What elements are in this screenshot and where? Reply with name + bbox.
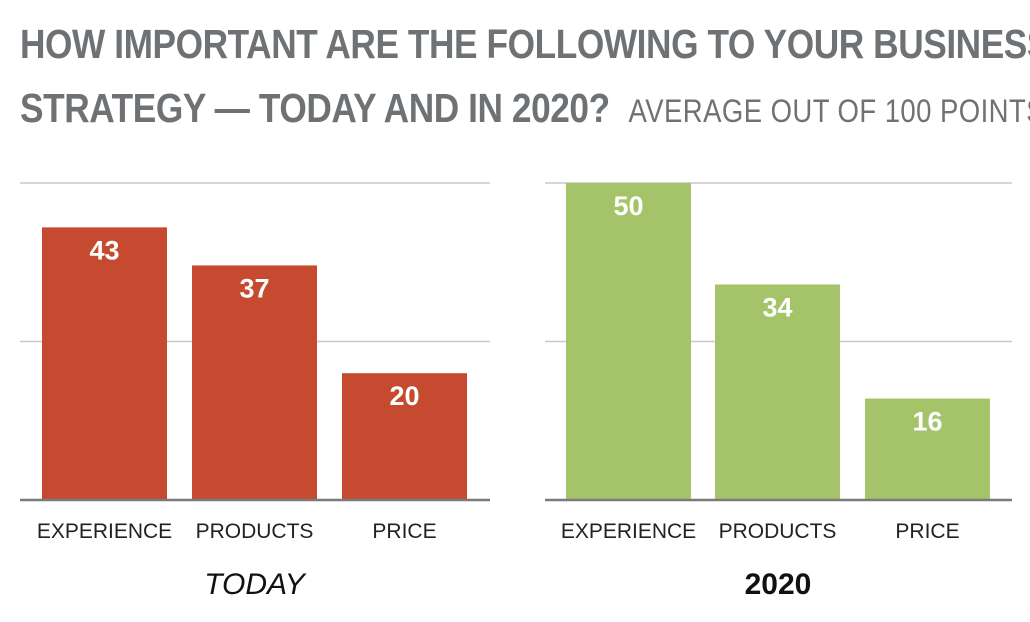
data-label: 34 (762, 292, 792, 322)
category-label: PRICE (372, 520, 436, 543)
panel-label: TODAY (204, 568, 307, 601)
category-label: PRODUCTS (196, 520, 314, 543)
data-label: 37 (239, 273, 269, 303)
bar-experience (42, 227, 167, 500)
bar-price (865, 398, 990, 500)
data-label: 43 (89, 235, 119, 265)
title-line-2: STRATEGY — TODAY AND IN 2020? AVERAGE OU… (20, 76, 1030, 143)
data-label: 20 (389, 381, 419, 411)
category-label: PRODUCTS (719, 520, 837, 543)
chart-title: HOW IMPORTANT ARE THE FOLLOWING TO YOUR … (20, 12, 1030, 143)
bar-price (342, 373, 467, 500)
title-line-2-text: STRATEGY — TODAY AND IN 2020? (20, 85, 610, 131)
bar-products (192, 265, 317, 500)
category-label: EXPERIENCE (37, 520, 172, 543)
chart-subtitle: AVERAGE OUT OF 100 POINTS (628, 93, 1030, 129)
panel-label: 2020 (745, 568, 812, 601)
category-label: EXPERIENCE (561, 520, 696, 543)
chart-panel-0: 43 EXPERIENCE 37 PRODUCTS 20 PRICE TODAY (20, 182, 490, 601)
bar-experience (566, 183, 691, 500)
category-label: PRICE (895, 520, 959, 543)
bar-products (715, 284, 840, 500)
title-line-1: HOW IMPORTANT ARE THE FOLLOWING TO YOUR … (20, 21, 1030, 67)
data-label: 16 (912, 407, 942, 437)
data-label: 50 (613, 191, 643, 221)
chart-panel-1: 50 EXPERIENCE 34 PRODUCTS 16 PRICE 2020 (545, 182, 1012, 601)
